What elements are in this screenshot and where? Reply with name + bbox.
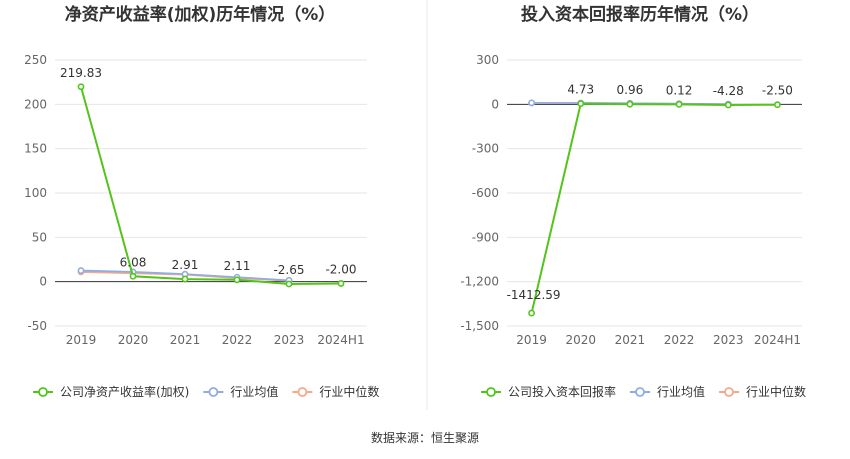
data-point	[181, 275, 189, 283]
data-point	[528, 99, 535, 107]
chart-1: 净资产收益率(加权)历年情况（%） -50 0 50 100 150 200 250 2019 2…	[24, 4, 379, 399]
data-label: 2.91	[172, 258, 199, 272]
data-label: 2.11	[224, 259, 251, 273]
data-label: -2.00	[325, 262, 356, 276]
legend-item-3: 行业中位数	[719, 384, 806, 399]
x-tick-label: 2019	[66, 333, 97, 347]
y-tick-label: -50	[27, 319, 47, 333]
data-point	[577, 100, 585, 108]
legend-marker	[486, 387, 496, 397]
legend-label: 行业中位数	[746, 384, 806, 399]
legend-label: 公司投入资本回报率	[508, 384, 616, 399]
series-line-1	[80, 86, 342, 286]
legend-item-2: 行业均值	[630, 384, 705, 399]
data-point	[77, 83, 85, 91]
y-tick-label: -1,500	[460, 319, 499, 333]
legend-item-1: 公司净资产收益率(加权)	[33, 384, 189, 399]
legend-marker	[635, 387, 645, 397]
y-tick-label: 250	[24, 53, 47, 67]
data-source-note: 数据来源：恒生聚源	[370, 431, 479, 445]
y-tick-label: 150	[24, 142, 47, 156]
x-tick-label: 2021	[170, 333, 201, 347]
data-point	[77, 267, 85, 274]
x-tick-label: 2023	[274, 333, 305, 347]
data-label: 219.83	[60, 66, 102, 80]
data-point	[675, 100, 683, 108]
data-label: -2.65	[273, 263, 304, 277]
data-point	[774, 101, 781, 109]
data-point	[528, 309, 535, 317]
data-point	[233, 276, 241, 284]
y-tick-label: 50	[32, 230, 47, 244]
y-tick-label: -300	[472, 142, 499, 156]
y-tick-label: -1,200	[460, 275, 499, 289]
data-point	[724, 101, 732, 109]
chart-title: 投入资本回报率历年情况（%）	[521, 4, 759, 25]
legend-marker	[38, 387, 48, 397]
x-tick-label: 2020	[118, 333, 149, 347]
data-label: 6.08	[120, 255, 147, 269]
y-tick-label: 100	[24, 186, 47, 200]
y-tick-label: 0	[491, 97, 499, 111]
legend-item-3: 行业中位数	[292, 384, 379, 399]
legend-label: 行业中位数	[319, 384, 379, 399]
x-tick-label: 2023	[713, 333, 744, 347]
data-label: 0.12	[666, 83, 693, 97]
x-tick-label: 2022	[664, 333, 695, 347]
data-label: 4.73	[567, 83, 594, 97]
x-tick-label: 2021	[615, 333, 646, 347]
chart-title: 净资产收益率(加权)历年情况（%）	[65, 4, 336, 25]
legend-marker	[724, 387, 734, 397]
y-tick-label: -900	[472, 230, 499, 244]
data-point	[626, 100, 634, 108]
x-tick-label: 2019	[516, 333, 547, 347]
legend-item-1: 公司投入资本回报率	[481, 384, 616, 399]
data-label: -4.28	[713, 84, 744, 98]
y-tick-label: 0	[39, 275, 47, 289]
chart-2: 投入资本回报率历年情况（%） -1,500 -1,200 -900 -600 -300 0 3…	[460, 4, 806, 399]
legend-item-2: 行业均值	[203, 384, 278, 399]
x-tick-label: 2024H1	[317, 333, 364, 347]
legend-marker	[208, 387, 219, 397]
x-tick-label: 2024H1	[754, 333, 801, 347]
data-label: -1412.59	[507, 288, 561, 302]
legend-label: 行业均值	[657, 384, 705, 399]
data-point	[129, 272, 137, 280]
y-tick-label: -600	[472, 186, 499, 200]
legend-label: 公司净资产收益率(加权)	[60, 384, 189, 399]
data-label: 0.96	[617, 83, 644, 97]
y-tick-label: 200	[24, 97, 47, 111]
legend-label: 行业均值	[230, 384, 278, 399]
series-line-1	[530, 102, 778, 314]
y-tick-label: 300	[476, 53, 499, 67]
data-point	[337, 280, 345, 287]
legend-marker	[297, 387, 308, 397]
data-point	[285, 280, 293, 288]
data-label: -2.50	[762, 84, 793, 98]
x-tick-label: 2022	[222, 333, 253, 347]
x-tick-label: 2020	[565, 333, 596, 347]
